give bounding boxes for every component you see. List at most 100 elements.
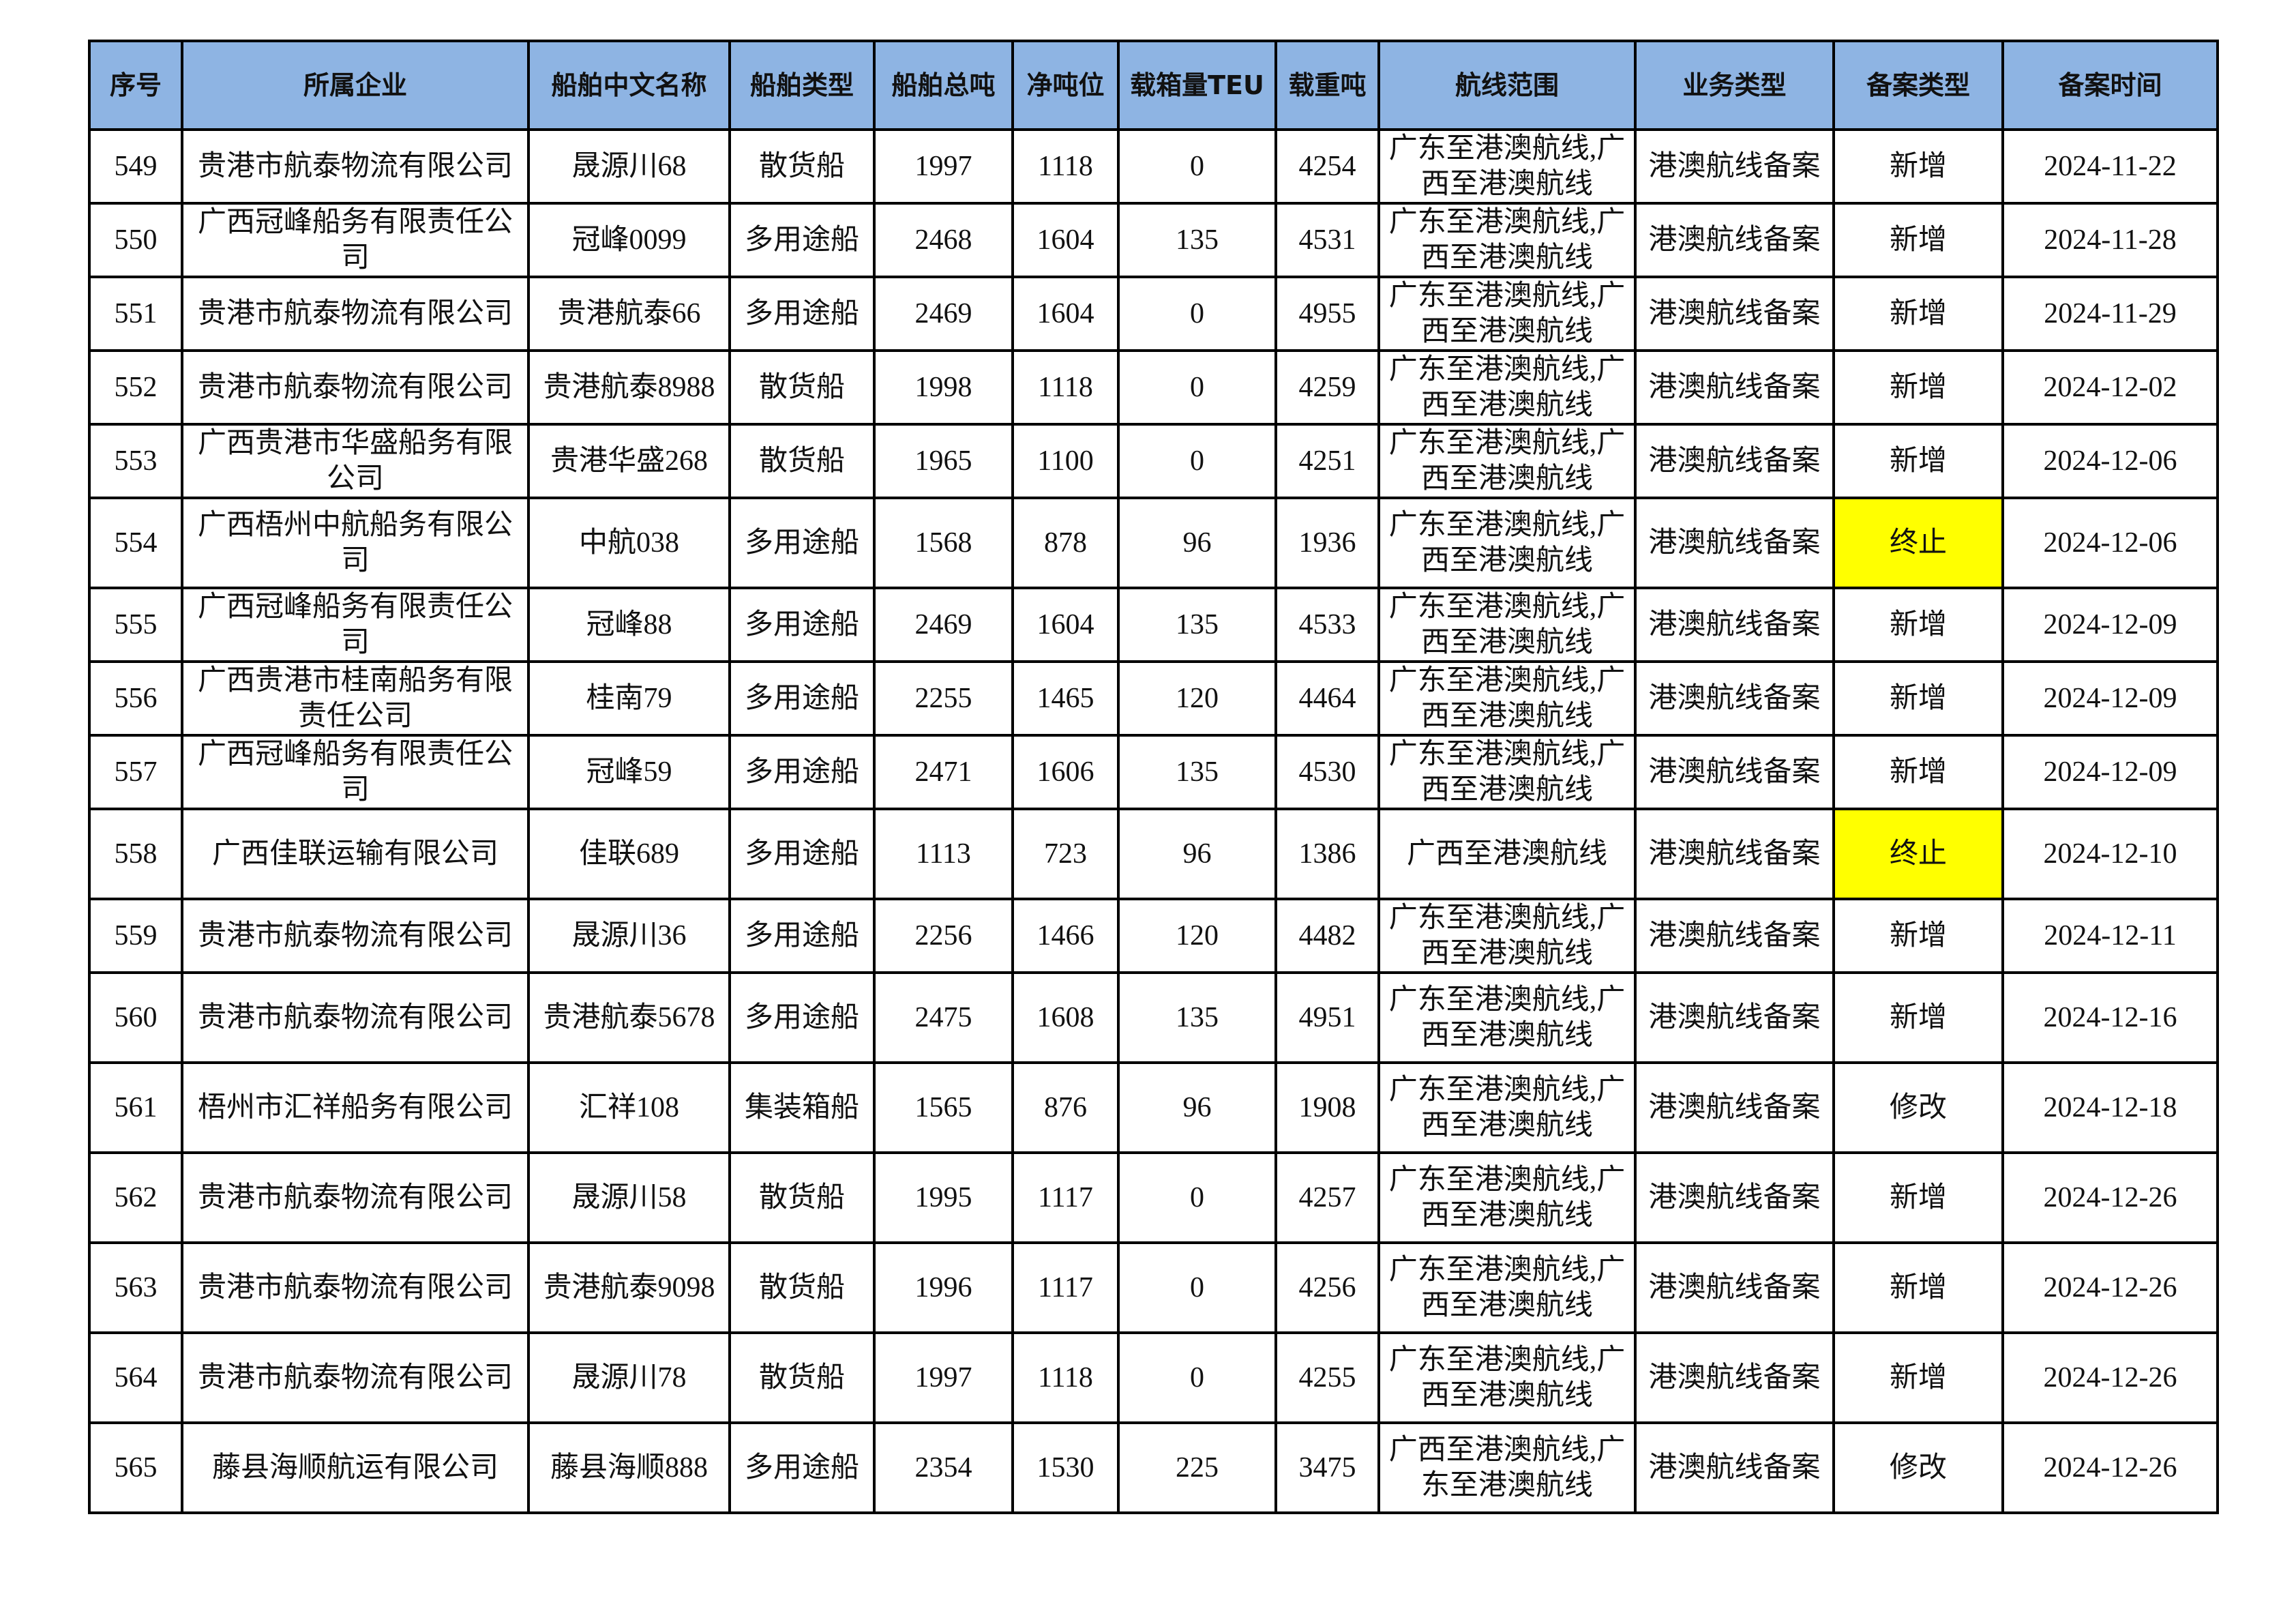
cell-teu-capacity: 135: [1117, 202, 1277, 278]
cell-filing-type: 新增: [1832, 202, 2004, 278]
cell-net-tonnage: 1118: [1011, 349, 1120, 426]
cell-company: 贵港市航泰物流有限公司: [181, 276, 530, 352]
cell-gross-tonnage: 1965: [873, 423, 1014, 499]
cell-route-scope: 广东至港澳航线,广西至港澳航线: [1377, 423, 1637, 499]
cell-deadweight: 4531: [1274, 202, 1380, 278]
cell-seq: 564: [88, 1331, 183, 1424]
cell-business-type: 港澳航线备案: [1634, 276, 1835, 352]
cell-gross-tonnage: 2256: [873, 898, 1014, 974]
cell-gross-tonnage: 1997: [873, 1331, 1014, 1424]
cell-gross-tonnage: 2469: [873, 276, 1014, 352]
cell-seq: 562: [88, 1151, 183, 1244]
cell-route-scope: 广西至港澳航线,广东至港澳航线: [1377, 1421, 1637, 1514]
cell-ship-type: 散货船: [728, 423, 876, 499]
cell-gross-tonnage: 2471: [873, 734, 1014, 810]
table-row: 552 贵港市航泰物流有限公司 贵港航泰8988 散货船 1998 1118 0 4259 广东…: [88, 349, 2219, 426]
header-teu-capacity: 载箱量TEU: [1117, 40, 1277, 131]
cell-seq: 559: [88, 898, 183, 974]
cell-ship-type: 散货船: [728, 128, 876, 205]
header-business-type: 业务类型: [1634, 40, 1835, 131]
cell-ship-name: 冠峰88: [527, 587, 731, 663]
ship-filing-table: 序号 所属企业 船舶中文名称 船舶类型 船舶总吨 净吨位 载箱量TEU 载重吨 航线范围 业务类型…: [88, 40, 2219, 1514]
cell-seq: 551: [88, 276, 183, 352]
cell-net-tonnage: 1117: [1011, 1241, 1120, 1334]
cell-company: 广西贵港市桂南船务有限责任公司: [181, 660, 530, 737]
cell-route-scope: 广东至港澳航线,广西至港澳航线: [1377, 660, 1637, 737]
cell-filing-type: 新增: [1832, 587, 2004, 663]
cell-seq: 549: [88, 128, 183, 205]
cell-route-scope: 广东至港澳航线,广西至港澳航线: [1377, 202, 1637, 278]
table-row: 563 贵港市航泰物流有限公司 贵港航泰9098 散货船 1996 1117 0 4256 广东…: [88, 1241, 2219, 1334]
cell-net-tonnage: 1604: [1011, 587, 1120, 663]
cell-filing-type: 新增: [1832, 660, 2004, 737]
cell-deadweight: 4255: [1274, 1331, 1380, 1424]
cell-ship-name: 晟源川58: [527, 1151, 731, 1244]
cell-ship-type: 散货船: [728, 1241, 876, 1334]
cell-deadweight: 4254: [1274, 128, 1380, 205]
cell-filing-date: 2024-11-29: [2001, 276, 2219, 352]
header-seq: 序号: [88, 40, 183, 131]
cell-business-type: 港澳航线备案: [1634, 128, 1835, 205]
cell-filing-type: 终止: [1832, 808, 2004, 900]
cell-deadweight: 4482: [1274, 898, 1380, 974]
cell-ship-type: 散货船: [728, 349, 876, 426]
cell-gross-tonnage: 2354: [873, 1421, 1014, 1514]
cell-company: 贵港市航泰物流有限公司: [181, 1331, 530, 1424]
cell-filing-date: 2024-12-16: [2001, 971, 2219, 1064]
table-row: 561 梧州市汇祥船务有限公司 汇祥108 集装箱船 1565 876 96 1908 广东至港…: [88, 1061, 2219, 1154]
cell-ship-type: 多用途船: [728, 660, 876, 737]
header-ship-type: 船舶类型: [728, 40, 876, 131]
header-company: 所属企业: [181, 40, 530, 131]
cell-business-type: 港澳航线备案: [1634, 660, 1835, 737]
cell-seq: 555: [88, 587, 183, 663]
cell-route-scope: 广东至港澳航线,广西至港澳航线: [1377, 128, 1637, 205]
cell-ship-type: 多用途船: [728, 202, 876, 278]
cell-business-type: 港澳航线备案: [1634, 423, 1835, 499]
cell-filing-type: 新增: [1832, 1151, 2004, 1244]
cell-seq: 565: [88, 1421, 183, 1514]
cell-business-type: 港澳航线备案: [1634, 1061, 1835, 1154]
header-gross-tonnage: 船舶总吨: [873, 40, 1014, 131]
cell-business-type: 港澳航线备案: [1634, 734, 1835, 810]
cell-business-type: 港澳航线备案: [1634, 202, 1835, 278]
cell-route-scope: 广东至港澳航线,广西至港澳航线: [1377, 734, 1637, 810]
cell-teu-capacity: 0: [1117, 423, 1277, 499]
cell-net-tonnage: 878: [1011, 497, 1120, 589]
table-row: 559 贵港市航泰物流有限公司 晟源川36 多用途船 2256 1466 120 4482 广东…: [88, 898, 2219, 974]
cell-ship-type: 多用途船: [728, 276, 876, 352]
cell-business-type: 港澳航线备案: [1634, 808, 1835, 900]
cell-business-type: 港澳航线备案: [1634, 587, 1835, 663]
header-net-tonnage: 净吨位: [1011, 40, 1120, 131]
table-row: 562 贵港市航泰物流有限公司 晟源川58 散货船 1995 1117 0 4257 广东至港澳…: [88, 1151, 2219, 1244]
cell-filing-type: 新增: [1832, 128, 2004, 205]
cell-filing-date: 2024-12-10: [2001, 808, 2219, 900]
cell-filing-date: 2024-11-22: [2001, 128, 2219, 205]
cell-net-tonnage: 1118: [1011, 1331, 1120, 1424]
cell-ship-name: 冠峰0099: [527, 202, 731, 278]
cell-company: 藤县海顺航运有限公司: [181, 1421, 530, 1514]
cell-net-tonnage: 876: [1011, 1061, 1120, 1154]
cell-teu-capacity: 135: [1117, 971, 1277, 1064]
cell-filing-date: 2024-12-18: [2001, 1061, 2219, 1154]
cell-filing-date: 2024-11-28: [2001, 202, 2219, 278]
table-header-row: 序号 所属企业 船舶中文名称 船舶类型 船舶总吨 净吨位 载箱量TEU 载重吨 航线范围 业务类型…: [88, 40, 2219, 131]
cell-teu-capacity: 96: [1117, 497, 1277, 589]
cell-teu-capacity: 225: [1117, 1421, 1277, 1514]
cell-ship-name: 中航038: [527, 497, 731, 589]
cell-ship-type: 集装箱船: [728, 1061, 876, 1154]
cell-company: 贵港市航泰物流有限公司: [181, 1241, 530, 1334]
cell-gross-tonnage: 2475: [873, 971, 1014, 1064]
cell-company: 贵港市航泰物流有限公司: [181, 1151, 530, 1244]
cell-filing-date: 2024-12-09: [2001, 734, 2219, 810]
cell-ship-name: 佳联689: [527, 808, 731, 900]
cell-deadweight: 1936: [1274, 497, 1380, 589]
cell-ship-name: 贵港航泰5678: [527, 971, 731, 1064]
cell-filing-type: 终止: [1832, 497, 2004, 589]
cell-company: 广西冠峰船务有限责任公司: [181, 202, 530, 278]
cell-ship-type: 多用途船: [728, 587, 876, 663]
cell-route-scope: 广东至港澳航线,广西至港澳航线: [1377, 349, 1637, 426]
cell-deadweight: 4251: [1274, 423, 1380, 499]
cell-business-type: 港澳航线备案: [1634, 898, 1835, 974]
cell-filing-type: 修改: [1832, 1061, 2004, 1154]
cell-ship-name: 贵港航泰66: [527, 276, 731, 352]
